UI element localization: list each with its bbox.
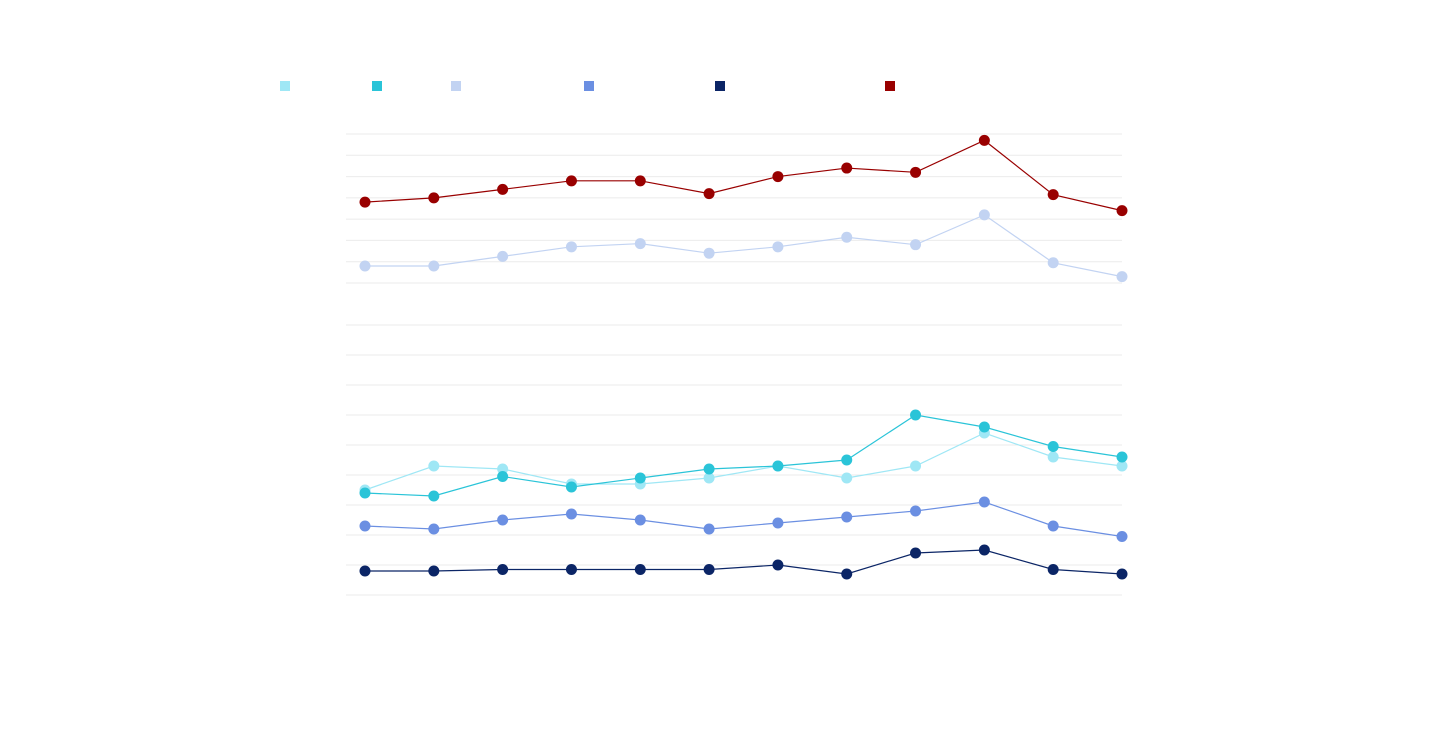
data-point[interactable]	[565, 481, 577, 493]
legend-swatch	[885, 81, 895, 91]
data-point[interactable]	[497, 471, 509, 482]
legend-swatch	[715, 81, 725, 91]
data-point[interactable]	[1047, 564, 1059, 575]
data-point[interactable]	[359, 196, 371, 208]
data-point[interactable]	[565, 175, 577, 187]
series	[359, 544, 1128, 580]
series-line	[365, 214, 1123, 278]
data-point[interactable]	[978, 134, 990, 146]
data-point[interactable]	[565, 564, 577, 575]
series-line	[364, 139, 1123, 212]
data-point[interactable]	[565, 508, 577, 520]
data-point[interactable]	[428, 260, 440, 272]
data-point[interactable]	[1047, 257, 1059, 269]
data-point[interactable]	[634, 175, 646, 187]
legend-item	[584, 81, 594, 91]
data-point[interactable]	[1116, 205, 1128, 217]
lower-panel-series	[359, 409, 1128, 580]
legend-item	[372, 81, 382, 91]
data-point[interactable]	[841, 472, 853, 484]
series-line	[364, 501, 1123, 538]
series-line	[364, 432, 1123, 491]
data-point[interactable]	[1116, 460, 1128, 472]
data-point[interactable]	[428, 192, 440, 204]
data-point[interactable]	[910, 166, 922, 178]
data-point[interactable]	[841, 162, 853, 174]
data-point[interactable]	[910, 239, 922, 251]
data-point[interactable]	[1116, 451, 1128, 463]
data-point[interactable]	[703, 472, 715, 484]
data-point[interactable]	[359, 565, 371, 577]
data-point[interactable]	[910, 547, 922, 559]
data-point[interactable]	[1116, 568, 1128, 580]
data-point[interactable]	[428, 523, 440, 535]
data-point[interactable]	[841, 454, 853, 466]
data-point[interactable]	[841, 231, 853, 243]
data-point[interactable]	[359, 260, 371, 272]
data-point[interactable]	[910, 460, 922, 472]
data-point[interactable]	[703, 564, 715, 575]
lower-panel-grid	[346, 324, 1122, 596]
lower-panel	[346, 324, 1128, 596]
upper-panel-series	[359, 134, 1128, 283]
data-point[interactable]	[978, 209, 990, 221]
data-point[interactable]	[1047, 520, 1059, 532]
data-point[interactable]	[703, 247, 715, 259]
legend	[280, 81, 895, 91]
data-point[interactable]	[497, 250, 509, 262]
upper-panel	[346, 133, 1128, 284]
data-point[interactable]	[1116, 531, 1128, 542]
data-point[interactable]	[703, 523, 715, 535]
legend-item	[451, 81, 461, 91]
data-point[interactable]	[428, 490, 440, 502]
data-point[interactable]	[497, 564, 509, 575]
series	[359, 427, 1128, 496]
data-point[interactable]	[772, 171, 784, 183]
legend-item	[885, 81, 895, 91]
data-point[interactable]	[565, 241, 577, 253]
series-line	[364, 414, 1123, 497]
legend-swatch	[451, 81, 461, 91]
data-point[interactable]	[978, 544, 990, 556]
data-point[interactable]	[841, 511, 853, 523]
legend-item	[280, 81, 290, 91]
data-point[interactable]	[841, 568, 853, 580]
data-point[interactable]	[910, 505, 922, 517]
legend-swatch	[372, 81, 382, 91]
data-point[interactable]	[634, 514, 646, 526]
data-point[interactable]	[978, 421, 990, 433]
data-point[interactable]	[1047, 189, 1059, 201]
data-point[interactable]	[978, 496, 990, 508]
data-point[interactable]	[497, 183, 509, 195]
data-point[interactable]	[703, 188, 715, 200]
data-point[interactable]	[910, 409, 922, 421]
data-point[interactable]	[359, 487, 371, 499]
legend-item	[715, 81, 725, 91]
data-point[interactable]	[428, 460, 440, 472]
series-line	[365, 549, 1123, 575]
data-point[interactable]	[428, 565, 440, 577]
data-point[interactable]	[634, 564, 646, 575]
series	[359, 409, 1128, 502]
data-point[interactable]	[359, 520, 371, 532]
legend-swatch	[280, 81, 290, 91]
data-point[interactable]	[703, 463, 715, 475]
legend-swatch	[584, 81, 594, 91]
data-point[interactable]	[772, 241, 784, 253]
series	[359, 209, 1128, 283]
data-point[interactable]	[1047, 441, 1059, 452]
data-point[interactable]	[634, 238, 646, 250]
data-point[interactable]	[497, 514, 509, 526]
data-point[interactable]	[772, 559, 784, 571]
data-point[interactable]	[634, 472, 646, 484]
series	[359, 496, 1128, 542]
data-point[interactable]	[1116, 271, 1128, 283]
series	[359, 134, 1128, 217]
data-point[interactable]	[772, 460, 784, 472]
data-point[interactable]	[1047, 451, 1059, 463]
upper-panel-grid	[346, 133, 1122, 284]
data-point[interactable]	[772, 517, 784, 529]
